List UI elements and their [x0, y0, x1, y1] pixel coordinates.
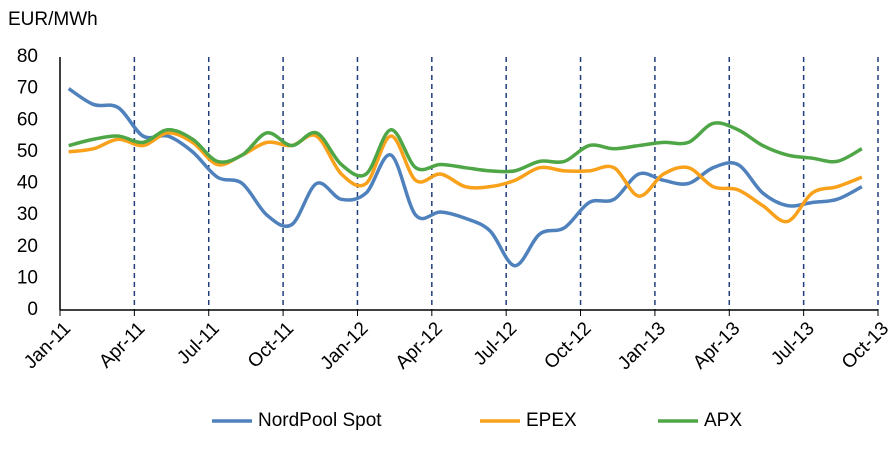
y-tick-label: 70: [17, 78, 38, 99]
x-tick-label: Jul-12: [470, 318, 521, 369]
x-tick-label: Jul-11: [173, 318, 223, 368]
x-tick-label: Apr-13: [689, 318, 744, 373]
legend-label: NordPool Spot: [258, 410, 382, 431]
legend-label: APX: [704, 410, 742, 431]
y-tick-label: 20: [17, 236, 38, 257]
y-tick-label: 60: [17, 109, 38, 130]
x-tick-label: Oct-11: [244, 318, 298, 372]
x-tick-label: Apr-12: [392, 318, 447, 373]
line-series: [67, 87, 863, 268]
x-tick-label: Jan-12: [317, 318, 373, 374]
y-tick-label: 50: [17, 141, 38, 162]
line-series: [68, 131, 863, 224]
y-tick-label: 10: [17, 267, 38, 288]
x-tick-label: Oct-12: [540, 318, 595, 373]
x-tick-label: Oct-13: [838, 318, 893, 373]
legend-label: EPEX: [526, 410, 577, 431]
y-tick-label: 40: [17, 173, 38, 194]
y-tick-label: 30: [17, 204, 38, 225]
y-tick-label: 0: [27, 299, 38, 320]
y-tick-label: 80: [17, 46, 38, 67]
x-tick-label: Jul-13: [767, 318, 818, 369]
x-tick-label: Jan-13: [614, 318, 670, 374]
x-tick-label: Jan-11: [20, 318, 75, 373]
y-axis-label: EUR/MWh: [8, 9, 98, 30]
line-series: [68, 121, 863, 178]
x-tick-label: Apr-11: [95, 318, 149, 372]
